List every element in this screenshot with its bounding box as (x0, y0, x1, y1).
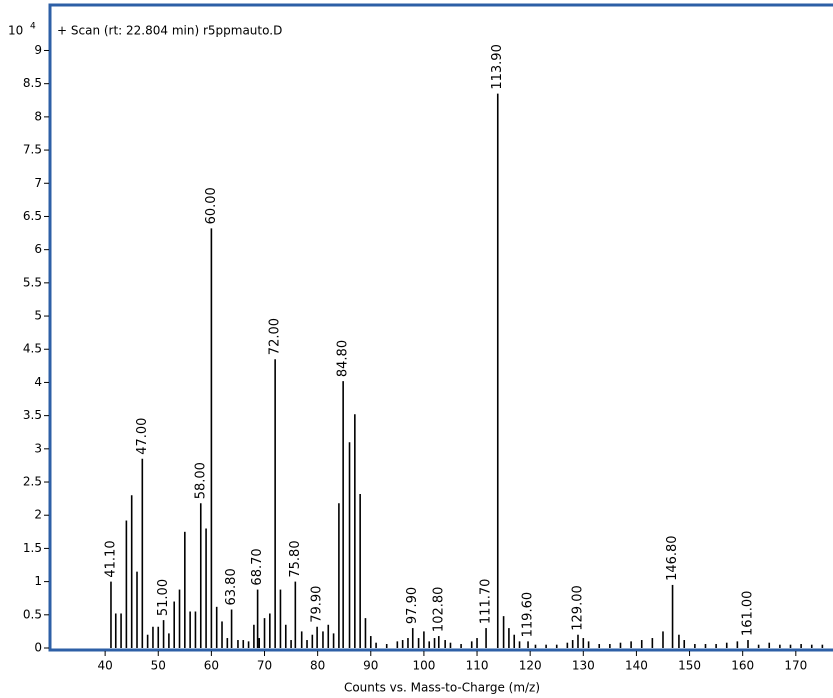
y-tick-label: 9 (34, 43, 42, 57)
y-tick-label: 0.5 (23, 607, 42, 621)
x-tick-label: 60 (204, 659, 219, 673)
peak-label: 75.80 (288, 540, 303, 577)
y-tick-label: 6 (34, 242, 42, 256)
y-tick-label: 7.5 (23, 143, 42, 157)
y-tick-label: 7 (34, 176, 42, 190)
peak-label: 51.00 (156, 579, 171, 616)
y-tick-label: 8.5 (23, 76, 42, 90)
peak-label: 84.80 (336, 340, 351, 377)
x-tick-label: 50 (151, 659, 166, 673)
peak-label: 47.00 (135, 418, 150, 455)
x-tick-label: 110 (466, 659, 489, 673)
y-tick-label: 5 (34, 309, 42, 323)
peak-label: 60.00 (204, 187, 219, 224)
x-tick-label: 150 (678, 659, 701, 673)
peak-label: 111.70 (479, 579, 494, 625)
peak-label: 119.60 (521, 592, 536, 638)
y-tick-label: 3 (34, 441, 42, 455)
peak-label: 102.80 (431, 587, 446, 633)
peak-label: 79.90 (310, 586, 325, 623)
peak-label: 72.00 (268, 318, 283, 355)
peak-label: 146.80 (665, 535, 680, 581)
y-scale-base: 10 (8, 24, 23, 38)
x-tick-label: 170 (784, 659, 807, 673)
x-tick-label: 120 (519, 659, 542, 673)
peak-label: 58.00 (193, 462, 208, 499)
x-tick-label: 80 (310, 659, 325, 673)
y-tick-label: 5.5 (23, 275, 42, 289)
x-tick-label: 130 (572, 659, 595, 673)
peak-label: 63.80 (224, 568, 239, 605)
y-tick-label: 4 (34, 375, 42, 389)
y-tick-label: 4.5 (23, 342, 42, 356)
peak-label: 113.90 (490, 44, 505, 89)
x-axis-title: Counts vs. Mass-to-Charge (m/z) (344, 681, 540, 695)
peak-label: 161.00 (740, 591, 755, 637)
x-tick-label: 90 (363, 659, 378, 673)
y-tick-label: 8 (34, 109, 42, 123)
y-tick-label: 2 (34, 508, 42, 522)
y-tick-label: 3.5 (23, 408, 42, 422)
y-tick-label: 6.5 (23, 209, 42, 223)
peak-label: 129.00 (570, 585, 585, 631)
y-tick-label: 0 (34, 641, 42, 655)
x-tick-label: 40 (97, 659, 112, 673)
y-scale-exponent: 4 (30, 22, 36, 32)
plot-frame (48, 3, 833, 652)
x-tick-label: 70 (257, 659, 272, 673)
x-tick-label: 100 (412, 659, 435, 673)
x-tick-label: 160 (731, 659, 754, 673)
x-tick-label: 140 (625, 659, 648, 673)
y-tick-label: 1.5 (23, 541, 42, 555)
peak-label: 68.70 (250, 548, 265, 585)
y-tick-label: 1 (34, 574, 42, 588)
y-tick-label: 2.5 (23, 475, 42, 489)
chart-title: + Scan (rt: 22.804 min) r5ppmauto.D (57, 24, 282, 38)
peak-label: 41.10 (103, 540, 118, 577)
peak-label: 97.90 (405, 587, 420, 624)
